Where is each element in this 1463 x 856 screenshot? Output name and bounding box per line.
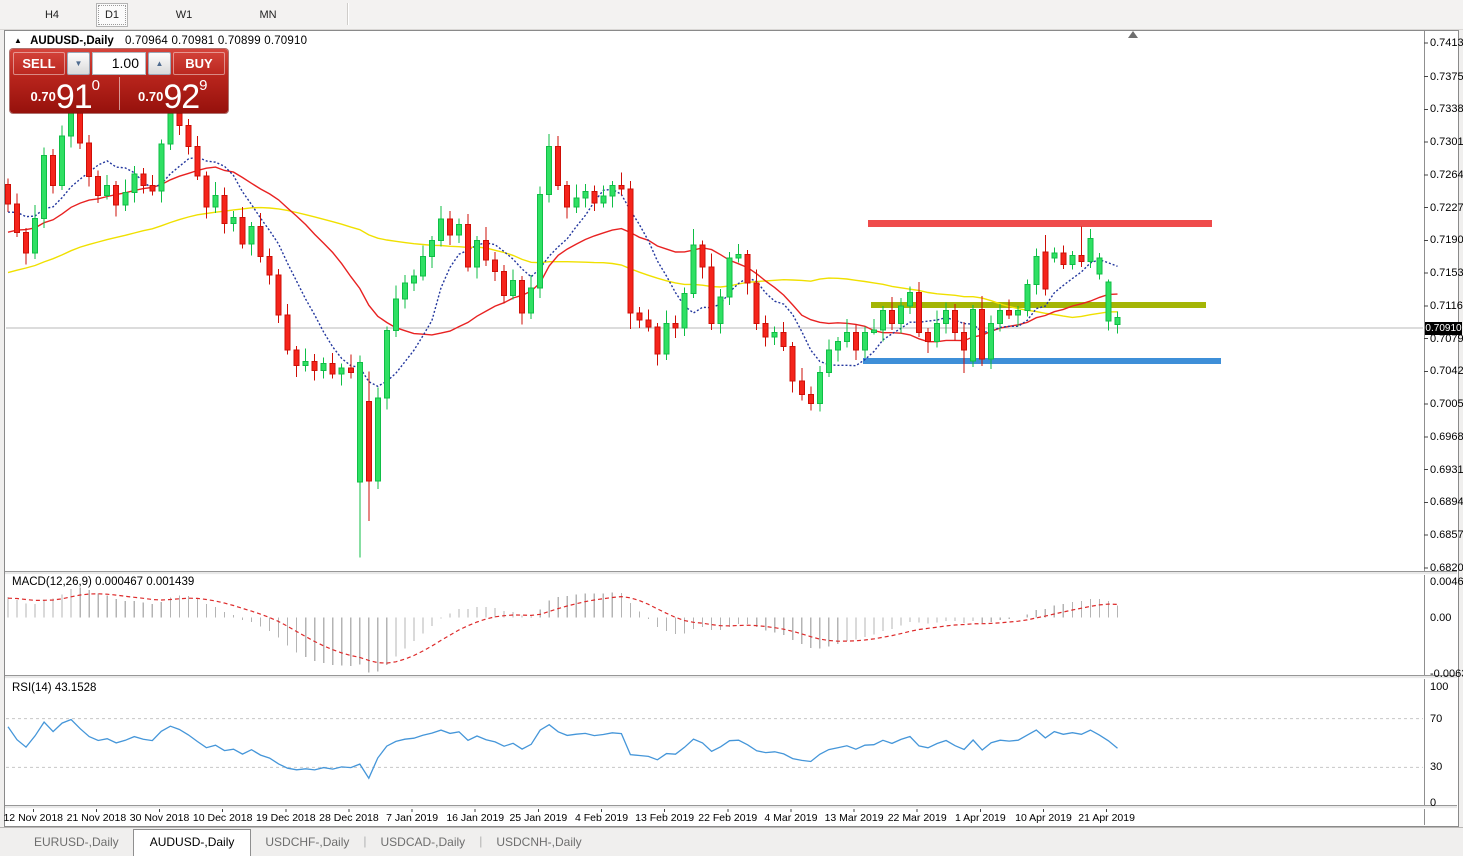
rsi-value: 43.1528 <box>54 682 97 694</box>
current-price-tag: 0.70910 <box>1425 321 1462 335</box>
date-axis-label: 22 Feb 2019 <box>698 812 758 824</box>
timeframe-button-h4[interactable]: H4 <box>44 9 60 21</box>
ohlc-close: 0.70910 <box>264 35 308 47</box>
price-axis-border <box>1424 31 1425 825</box>
buy-price-display[interactable]: 0.70929 <box>121 77 226 114</box>
rsi-name: RSI(14) <box>12 682 52 694</box>
down-arrow-icon: ▼ <box>74 59 83 68</box>
timeframe-button-w1[interactable]: W1 <box>175 9 193 21</box>
buy-button[interactable]: BUY <box>173 52 225 75</box>
rsi-axis-label: 70 <box>1430 712 1443 725</box>
tab-usdchf-daily[interactable]: USDCHF-,Daily <box>265 835 350 849</box>
date-axis-divider <box>5 805 1457 809</box>
date-axis-label: 21 Nov 2018 <box>66 812 127 824</box>
timeframe-button-d1[interactable]: D1 <box>96 3 128 27</box>
volume-input[interactable]: 1.00 <box>92 52 146 75</box>
direction-up-icon: ▲ <box>14 36 22 45</box>
up-arrow-icon: ▲ <box>155 59 164 68</box>
date-axis-label: 12 Nov 2018 <box>3 812 64 824</box>
macd-value-main: 0.000467 <box>95 576 144 588</box>
date-axis-label: 7 Jan 2019 <box>386 812 439 824</box>
date-axis-label: 28 Dec 2018 <box>319 812 379 824</box>
one-click-trading-panel: SELL ▼ 1.00 ▲ BUY 0.70910 0.70929 <box>10 49 228 114</box>
price-display-divider <box>119 77 120 110</box>
macd-axis-label: 0.004694 <box>1430 576 1463 588</box>
rsi-axis-label: 0 <box>1430 797 1437 809</box>
date-axis-label: 4 Mar 2019 <box>764 812 818 824</box>
macd-pane-label: MACD(12,26,9) 0.000467 0.001439 <box>12 576 194 588</box>
tab-usdcnh-daily[interactable]: USDCNH-,Daily <box>496 835 582 849</box>
timeframe-toolbar: H4 D1 W1 MN <box>0 0 1463 30</box>
pane-divider-rsi[interactable] <box>5 675 1457 679</box>
toolbar-separator <box>347 3 349 25</box>
ohlc-high: 0.70981 <box>171 35 215 47</box>
tab-separator: | <box>479 833 483 848</box>
date-axis-label: 4 Feb 2019 <box>574 812 629 824</box>
macd-name: MACD(12,26,9) <box>12 576 92 588</box>
date-axis-label: 16 Jan 2019 <box>446 812 505 824</box>
rsi-axis-label: 30 <box>1430 761 1443 774</box>
buy-price-prefix: 0.70 <box>138 89 164 104</box>
tab-eurusd-daily[interactable]: EURUSD-,Daily <box>34 835 119 849</box>
volume-increase-button[interactable]: ▲ <box>148 52 171 75</box>
buy-price-sup: 9 <box>199 77 208 94</box>
symbol-tab-bar: EURUSD-,Daily AUDUSD-,Daily USDCHF-,Dail… <box>0 827 1463 856</box>
date-axis-label: 22 Mar 2019 <box>887 812 947 824</box>
date-axis-label: 13 Mar 2019 <box>824 812 884 824</box>
chart-window <box>4 30 1459 827</box>
chart-symbol-label: AUDUSD-,Daily <box>30 35 114 47</box>
rsi-axis-label: 100 <box>1430 681 1449 693</box>
date-axis-label: 10 Dec 2018 <box>192 812 253 824</box>
date-axis-label: 10 Apr 2019 <box>1015 812 1072 824</box>
rsi-pane-label: RSI(14) 43.1528 <box>12 682 96 694</box>
timeframe-button-mn[interactable]: MN <box>259 9 277 21</box>
date-axis-label: 13 Feb 2019 <box>635 812 695 824</box>
tab-usdcad-daily[interactable]: USDCAD-,Daily <box>380 835 466 849</box>
date-axis-label: 30 Nov 2018 <box>129 812 190 824</box>
macd-axis-label: 0.00 <box>1430 611 1452 624</box>
sell-price-sup: 0 <box>91 77 100 94</box>
pane-divider-macd[interactable] <box>5 571 1457 575</box>
date-axis-label: 21 Apr 2019 <box>1078 812 1135 824</box>
date-axis-label: 25 Jan 2019 <box>509 812 568 824</box>
tab-audusd-daily[interactable]: AUDUSD-,Daily <box>132 829 252 856</box>
macd-axis-label: -0.00639 <box>1430 667 1463 680</box>
sell-button[interactable]: SELL <box>13 52 65 75</box>
chart-shift-marker-icon[interactable] <box>1128 31 1138 38</box>
volume-decrease-button[interactable]: ▼ <box>67 52 90 75</box>
ohlc-open: 0.70964 <box>125 35 169 47</box>
sell-price-prefix: 0.70 <box>30 89 56 104</box>
sell-price-big: 91 <box>55 78 93 116</box>
buy-price-big: 92 <box>163 78 200 116</box>
date-axis-label: 1 Apr 2019 <box>954 812 1006 824</box>
macd-value-signal: 0.001439 <box>146 576 195 588</box>
sell-price-display[interactable]: 0.70910 <box>13 77 118 114</box>
tab-separator: | <box>363 833 367 848</box>
date-axis-label: 19 Dec 2018 <box>256 812 316 824</box>
chart-title: ▲ AUDUSD-,Daily 0.70964 0.70981 0.70899 … <box>14 35 307 47</box>
ohlc-low: 0.70899 <box>217 35 261 47</box>
